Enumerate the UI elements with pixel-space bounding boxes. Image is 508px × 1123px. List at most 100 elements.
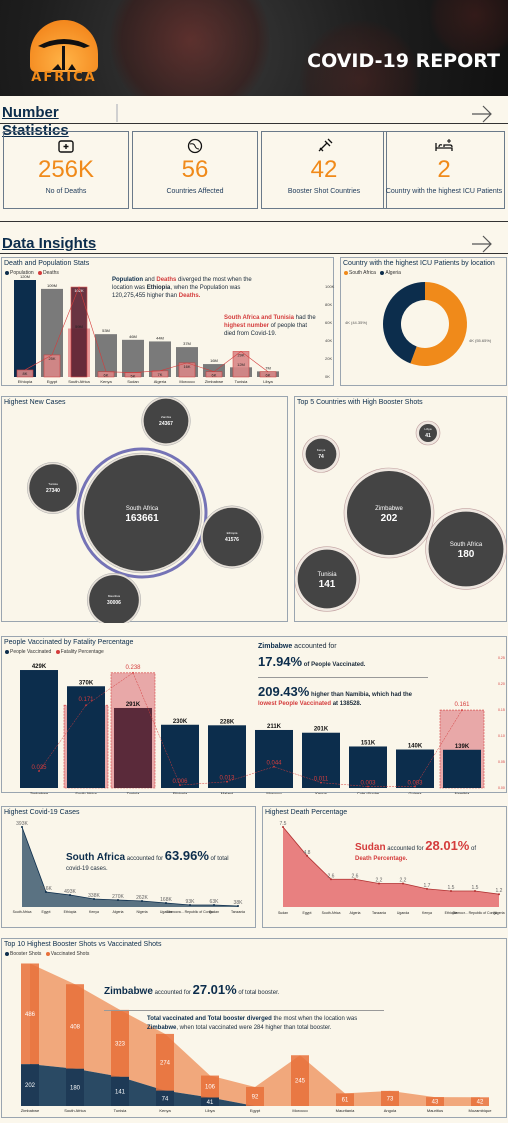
data-label: 93K [186,899,196,905]
stat-value: 42 [310,156,338,183]
highest-cases-panel: Highest Covid-19 Cases 393K South Africa 5… [1,806,256,928]
tick-label: Algeria [113,910,124,914]
death-population-panel: Death and Population Stats Population De… [1,257,335,386]
data-label: 0.035 [31,765,47,771]
bubble [419,424,437,442]
data-label: 0.013 [219,776,235,782]
data-point [354,878,356,881]
section-title: Number Statistics [2,104,69,139]
tick-label: Zimbabwe [30,791,49,794]
tick-label: Uganda [160,910,172,914]
data-point [21,826,23,828]
data-point [378,882,380,885]
vaccinated-bar [67,686,105,788]
bubble-label: Tunisia [48,482,58,486]
arrow-right-icon[interactable] [470,104,494,124]
stat-value: 56 [181,156,209,183]
stat-card-countries: 56 Countries Affected [132,131,258,209]
data-label: 274 [160,1060,171,1066]
panel-title: Top 5 Countries with High Booster Shots [297,399,423,406]
bubble-value: 180 [458,549,475,560]
highest-cases-chart: 393K South Africa 516K Egypt 493K Ethiopia 338… [13,821,245,914]
data-label: 486 [25,1012,36,1018]
report-header: AFRICA COVID-19 REPORT [0,0,508,96]
data-point [306,854,308,857]
donut-slice [383,282,425,364]
vaccinated-area [30,963,480,1106]
population-bar [14,280,36,377]
tick-label: Sudan [209,910,219,914]
bubble-label: Zimbabwe [375,506,403,512]
data-label: 323 [115,1041,126,1047]
axis-tick: 40K [325,338,332,343]
data-point [141,900,143,902]
panel-title: Highest Covid-19 Cases [4,809,80,816]
data-label: 516K [40,886,52,892]
africa-logo: AFRICA [26,20,102,85]
tick-label: South Africa [13,910,32,914]
bubble [84,455,200,571]
tick-label: Democr... Republic of Congo [453,911,498,915]
data-label: 370K [79,680,94,686]
data-point [213,904,215,906]
axis-tick: 0.10 [498,734,505,738]
number-statistics-heading: Number Statistics [2,104,118,139]
stat-label: No of Deaths [45,188,87,195]
bubble-value: 141 [319,579,336,590]
data-label: 2.6 [328,873,335,879]
data-label: 0.011 [314,777,329,783]
area-line [21,826,239,907]
tick-label: Malawi [221,791,234,794]
bubble-label: Libya [424,427,432,431]
arrow-right-icon[interactable] [470,234,494,254]
tick-label: Morocco [179,379,195,384]
tick-label: Mauritania [336,1108,355,1113]
slice-label: 4K (44.35%) [345,320,368,325]
area-fill [22,827,238,907]
deaths-bar [259,371,277,378]
data-label: 0.006 [172,779,188,785]
tick-label: Nigeria [136,910,147,914]
data-label: 38K [234,900,244,906]
fatality-line [38,672,463,787]
tick-label: Mauritius [427,1108,443,1113]
data-label: 16M [210,358,218,363]
booster-vs-vacc-panel: Top 10 Highest Booster Shots vs Vaccinat… [1,938,507,1118]
data-label: 63K [210,899,220,905]
stat-value: 256K [37,156,95,183]
tick-label: Libya [263,379,273,384]
tick-label: Namibia [455,791,470,794]
tick-label: Sudan [278,911,288,915]
bubble-value: 74 [318,454,324,460]
data-label: 2.2 [400,878,407,884]
bubble [143,398,189,444]
death-population-chart: 120M 8K Ethiopia 109M 25K Egypt 102K South Afri… [14,274,335,384]
bubble-label: Tunisia [317,572,337,578]
booster-area [30,1064,480,1106]
data-label: 1.5 [448,885,455,891]
data-label: 493K [64,889,76,895]
data-label: 270K [112,894,124,900]
data-label: 393K [16,821,28,827]
bubble-value: 163661 [125,513,159,524]
bubble-value: 30006 [107,600,121,606]
data-label: 338K [88,893,100,899]
data-label: 211K [267,724,282,730]
data-label: 0.171 [78,697,94,703]
insight-text: Zimbabwe accounted for 27.01% of total b… [104,982,280,997]
vaccinated-band [471,1097,489,1106]
bubble [297,549,357,609]
data-label: 59M [75,324,83,329]
data-label: 139K [455,744,470,750]
tick-label: Uganda [397,911,409,915]
data-label: 6K [266,373,271,378]
data-label: 262K [136,895,148,901]
chart-legend: Booster Shots Vaccinated Shots [5,951,89,957]
tick-label: Kenya [422,911,432,915]
tick-label: Guinea [409,791,423,794]
data-label: 1.2 [496,888,503,894]
axis-tick: 0.20 [498,682,505,686]
stat-card-deaths: 256K No of Deaths [3,131,129,209]
data-label: 245 [295,1079,306,1085]
bubble [347,471,431,555]
